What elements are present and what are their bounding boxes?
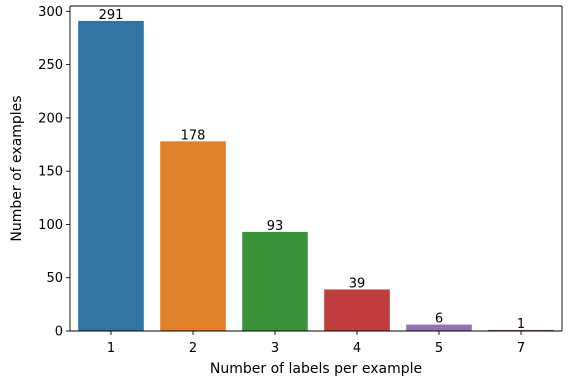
y-tick-label: 200	[38, 111, 63, 126]
bar-7	[488, 329, 554, 331]
data-label-2: 178	[181, 128, 206, 143]
y-tick-label: 100	[38, 218, 63, 233]
x-tick-label: 2	[189, 341, 197, 356]
bars	[78, 20, 554, 332]
x-tick-label: 4	[353, 341, 361, 356]
bar-2	[160, 141, 226, 331]
data-label-5: 6	[435, 312, 443, 327]
data-label-1: 291	[99, 8, 124, 23]
bar-4	[324, 289, 390, 331]
x-tick-label: 5	[435, 341, 443, 356]
data-label-7: 1	[517, 317, 525, 332]
bar-5	[406, 324, 472, 331]
y-tick-label: 150	[38, 165, 63, 180]
x-tick-label: 7	[517, 341, 525, 356]
plot-area: 291 178 93 39 6 1 0 50 100 150 200 250 300 1 2 3 4 5 7	[38, 5, 563, 356]
y-ticks: 0 50 100 150 200 250 300	[38, 5, 70, 340]
bar-3	[242, 231, 308, 331]
x-ticks: 1 2 3 4 5 7	[107, 331, 525, 356]
y-tick-label: 50	[46, 271, 63, 286]
x-tick-label: 1	[107, 341, 115, 356]
bar-1	[78, 20, 144, 332]
x-tick-label: 3	[271, 341, 279, 356]
y-axis-label: Number of examples	[9, 95, 25, 241]
data-labels: 291 178 93 39 6 1	[99, 8, 526, 332]
y-tick-label: 300	[38, 5, 63, 20]
data-label-3: 93	[267, 219, 284, 234]
data-label-4: 39	[349, 276, 366, 291]
y-tick-label: 0	[55, 325, 63, 340]
x-axis-label: Number of labels per example	[210, 361, 422, 377]
y-tick-label: 250	[38, 58, 63, 73]
